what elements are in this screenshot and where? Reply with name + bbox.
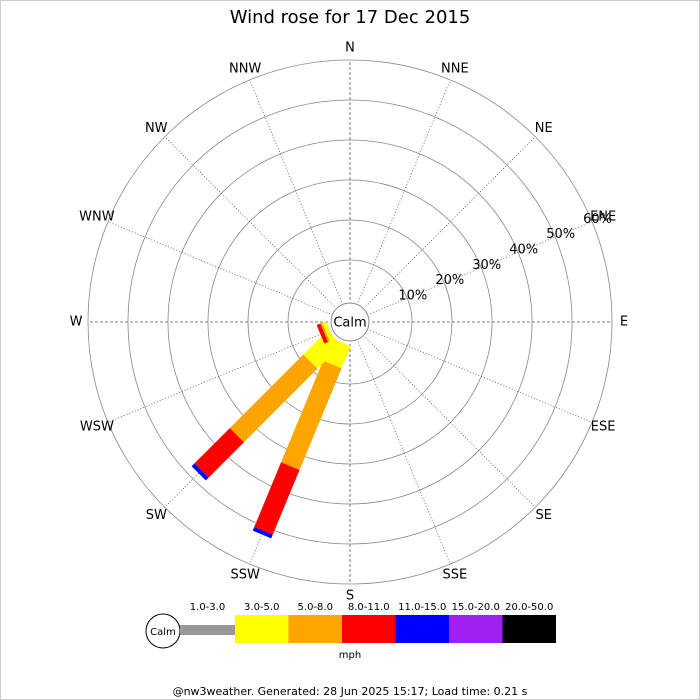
- direction-label: NW: [145, 121, 168, 136]
- bar-segment: [320, 322, 330, 342]
- bar-segment: [194, 428, 244, 478]
- direction-label: S: [346, 589, 354, 604]
- calm-circle: [330, 302, 370, 342]
- ring-label: 60%: [583, 212, 612, 227]
- ring-label: 20%: [435, 273, 464, 288]
- ring-label: 50%: [546, 227, 575, 242]
- calm-label: Calm: [333, 316, 366, 331]
- ring-label: 30%: [472, 258, 501, 273]
- spoke: [164, 136, 335, 307]
- legend-calm-label: Calm: [150, 627, 176, 638]
- direction-label: N: [345, 41, 355, 56]
- legend-label: 8.0-11.0: [348, 602, 390, 613]
- spoke: [358, 79, 451, 302]
- direction-label: SE: [536, 508, 552, 523]
- direction-label: SSW: [230, 568, 260, 583]
- legend-label: 15.0-20.0: [452, 602, 500, 613]
- legend-swatch: [342, 615, 396, 643]
- direction-label: SSE: [442, 568, 467, 583]
- unit-label: mph: [339, 650, 361, 661]
- legend-swatch: [502, 615, 556, 643]
- bar-segment: [254, 462, 300, 535]
- legend-label: 3.0-5.0: [244, 602, 279, 613]
- bar-segment: [191, 463, 209, 481]
- direction-label: NNE: [441, 61, 469, 76]
- legend-label: 5.0-8.0: [298, 602, 333, 613]
- footer: @nw3weather. Generated: 28 Jun 2025 15:1…: [173, 685, 528, 698]
- bar-segment: [229, 354, 318, 443]
- spoke: [107, 221, 330, 314]
- spoke: [365, 136, 536, 307]
- direction-label: NE: [535, 121, 553, 136]
- direction-label: ESE: [591, 419, 616, 434]
- spoke: [370, 330, 593, 423]
- spoke: [249, 79, 342, 302]
- bar-segment: [281, 360, 342, 470]
- chart-title: Wind rose for 17 Dec 2015: [230, 7, 471, 28]
- direction-label: SW: [146, 508, 167, 523]
- legend-swatch: [449, 615, 503, 643]
- direction-label: WNW: [79, 210, 115, 225]
- legend-swatch: [395, 615, 449, 643]
- direction-label: E: [620, 315, 628, 330]
- legend-label: 1.0-3.0: [190, 602, 225, 613]
- spoke: [370, 221, 593, 314]
- spoke: [365, 337, 536, 508]
- direction-label: ENE: [590, 210, 616, 225]
- bar-segment: [252, 526, 273, 539]
- legend-label: 20.0-50.0: [505, 602, 553, 613]
- spoke: [107, 330, 330, 423]
- legend-swatch: [235, 615, 289, 643]
- bar-segment: [316, 323, 328, 344]
- ring-label: 40%: [509, 243, 538, 258]
- direction-label: W: [70, 315, 83, 330]
- ring-label: 10%: [398, 288, 427, 303]
- legend-swatch: [288, 615, 342, 643]
- spoke: [358, 342, 451, 565]
- legend-swatch: [180, 625, 235, 635]
- legend-label: 11.0-15.0: [398, 602, 446, 613]
- direction-label: WSW: [80, 419, 114, 434]
- direction-label: NNW: [229, 61, 261, 76]
- bar-segment: [322, 321, 334, 342]
- grid-ring: [87, 59, 613, 585]
